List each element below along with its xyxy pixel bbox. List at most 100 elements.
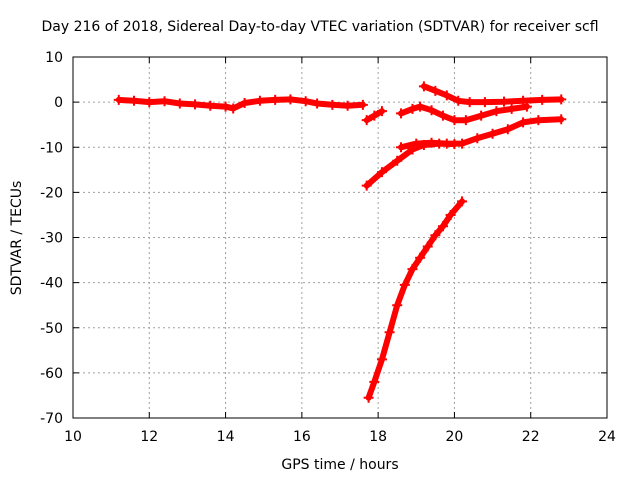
data-point [376, 167, 387, 178]
data-point [396, 108, 407, 119]
data-point [499, 96, 510, 107]
x-tick-label: 12 [140, 429, 158, 445]
data-point [460, 115, 471, 126]
series-trace [420, 83, 565, 106]
x-axis-label: GPS time / hours [281, 457, 399, 473]
data-point [376, 354, 387, 365]
series-group [418, 81, 567, 108]
data-point [392, 155, 403, 166]
axis-ticks [72, 56, 608, 419]
data-point [357, 99, 368, 110]
data-point [407, 264, 418, 275]
data-point [327, 99, 338, 110]
data-point [363, 392, 374, 403]
data-point [518, 95, 529, 106]
data-point [174, 98, 185, 109]
x-tick-label: 14 [217, 429, 235, 445]
data-point [396, 142, 407, 153]
x-tick-label: 18 [369, 429, 387, 445]
data-point [533, 115, 544, 126]
data-point [556, 114, 567, 125]
y-tick-label: -40 [40, 276, 63, 292]
data-point [449, 139, 460, 150]
data-point [445, 209, 456, 220]
data-point [426, 105, 437, 116]
data-point [449, 115, 460, 126]
chart-title: Day 216 of 2018, Sidereal Day-to-day VTE… [41, 19, 599, 35]
data-point [434, 138, 445, 149]
series-group [361, 106, 387, 126]
y-tick-label: -50 [40, 321, 63, 337]
data-point [361, 180, 372, 191]
y-tick-label: -10 [40, 140, 63, 156]
data-point [415, 101, 426, 112]
y-tick-label: -60 [40, 366, 63, 382]
data-point [361, 115, 372, 126]
series-group [396, 101, 532, 126]
data-point [342, 100, 353, 111]
grid-lines [73, 57, 607, 418]
data-point [479, 97, 490, 108]
y-tick-label: -30 [40, 231, 63, 247]
series-group [113, 94, 368, 114]
data-point [369, 110, 380, 121]
data-point [407, 103, 418, 114]
series-group [363, 196, 468, 403]
y-tick-label: -70 [40, 411, 63, 427]
data-point [537, 94, 548, 105]
data-point [392, 300, 403, 311]
data-point [369, 376, 380, 387]
x-tick-labels: 10 12 14 16 18 20 22 24 [64, 429, 616, 445]
data-point [190, 99, 201, 110]
data-point [502, 124, 513, 135]
data-point [430, 230, 441, 241]
data-point [300, 96, 311, 107]
data-point [518, 117, 529, 128]
data-point [476, 110, 487, 121]
data-point [418, 139, 429, 150]
data-point [228, 103, 239, 114]
data-point [441, 90, 452, 101]
series-trace [365, 198, 466, 401]
x-tick-label: 10 [64, 429, 82, 445]
data-point [239, 98, 250, 109]
data-point [457, 196, 468, 207]
y-tick-label: 0 [54, 95, 63, 111]
data-point [113, 94, 124, 105]
y-tick-label: 10 [45, 50, 63, 66]
data-point [437, 221, 448, 232]
data-point [422, 241, 433, 252]
data-point [487, 128, 498, 139]
data-point [254, 95, 265, 106]
data-point [464, 97, 475, 108]
data-point [312, 98, 323, 109]
data-point [129, 95, 140, 106]
x-tick-label: 20 [446, 429, 464, 445]
y-axis-label: SDTVAR / TECUs [9, 180, 25, 296]
data-point [418, 81, 429, 92]
data-point [205, 100, 216, 111]
data-point [270, 94, 281, 105]
data-point [376, 106, 387, 117]
data-point [453, 95, 464, 106]
data-point [159, 96, 170, 107]
data-point [220, 101, 231, 112]
x-tick-label: 16 [293, 429, 311, 445]
data-point [144, 97, 155, 108]
x-tick-label: 24 [598, 429, 616, 445]
data-series [113, 81, 567, 403]
data-point [285, 94, 296, 105]
data-point [491, 106, 502, 117]
x-tick-label: 22 [522, 429, 540, 445]
data-point [430, 85, 441, 96]
data-point [556, 94, 567, 105]
data-point [472, 133, 483, 144]
data-point [399, 279, 410, 290]
data-point [407, 144, 418, 155]
series-group [361, 138, 460, 191]
y-tick-labels: 10 0 -10 -20 -30 -40 -50 -60 -70 [40, 50, 63, 427]
data-point [415, 252, 426, 263]
data-point [506, 103, 517, 114]
data-point [437, 110, 448, 121]
